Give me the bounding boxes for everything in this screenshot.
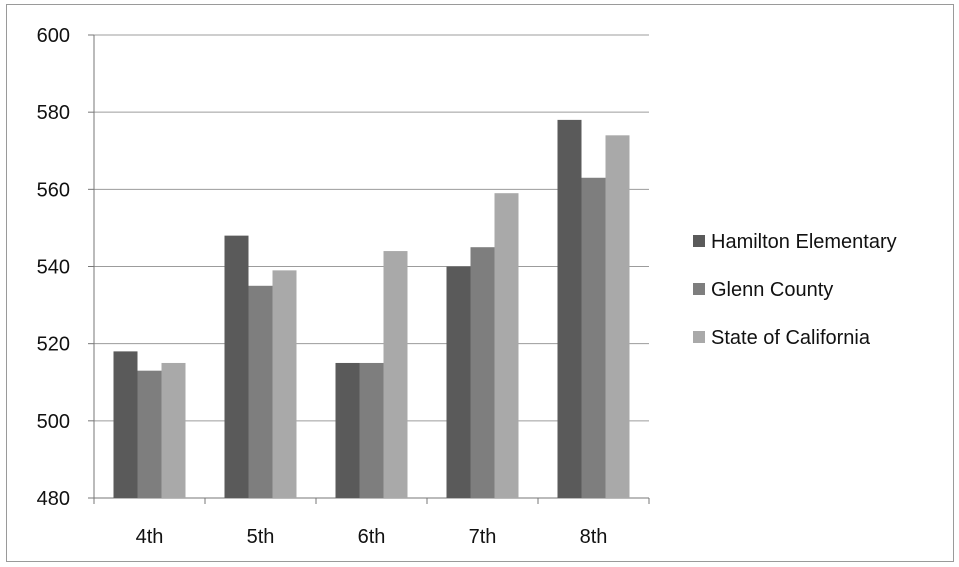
legend-swatch — [693, 331, 705, 343]
bar-state-of-california-4th — [161, 362, 186, 498]
bar-hamilton-elementary-4th — [113, 351, 138, 498]
x-tick-label: 5th — [247, 526, 275, 548]
y-tick-labels: 480 500 520 540 560 580 600 — [37, 25, 70, 510]
y-tick-label: 540 — [37, 257, 70, 279]
x-tick-label: 7th — [469, 526, 497, 548]
bar-chart: 480 500 520 540 560 580 600 4th 5th 6th 7th 8th Ha… — [37, 25, 897, 548]
bar-hamilton-elementary-6th — [335, 362, 360, 498]
bar-glenn-county-6th — [359, 362, 384, 498]
chart-frame: 480 500 520 540 560 580 600 4th 5th 6th 7th 8th Ha… — [6, 4, 954, 562]
bar-state-of-california-7th — [494, 193, 519, 499]
legend-swatch — [693, 283, 705, 295]
bar-hamilton-elementary-7th — [446, 266, 471, 498]
bar-glenn-county-7th — [470, 247, 495, 498]
y-tick-label: 560 — [37, 179, 70, 201]
bars — [113, 119, 630, 499]
bar-glenn-county-8th — [581, 177, 606, 498]
legend-label: Glenn County — [711, 279, 833, 301]
legend: Hamilton Elementary Glenn County State of … — [693, 231, 897, 349]
y-tick-label: 580 — [37, 102, 70, 124]
x-tick-label: 6th — [358, 526, 386, 548]
y-tick-label: 500 — [37, 411, 70, 433]
x-tick-label: 8th — [580, 526, 608, 548]
legend-label: State of California — [711, 327, 871, 349]
bar-state-of-california-5th — [272, 270, 297, 498]
bar-hamilton-elementary-5th — [224, 235, 249, 498]
bar-state-of-california-6th — [383, 251, 408, 498]
x-tick-label: 4th — [136, 526, 164, 548]
bar-glenn-county-4th — [137, 370, 162, 498]
x-tick-labels: 4th 5th 6th 7th 8th — [136, 526, 608, 548]
gridlines — [94, 34, 649, 422]
y-tick-label: 480 — [37, 488, 70, 510]
bar-glenn-county-5th — [248, 285, 273, 498]
legend-swatch — [693, 235, 705, 247]
bar-state-of-california-8th — [605, 135, 630, 499]
bar-hamilton-elementary-8th — [557, 119, 582, 498]
y-tick-label: 520 — [37, 334, 70, 356]
legend-label: Hamilton Elementary — [711, 231, 897, 253]
y-tick-label: 600 — [37, 25, 70, 47]
